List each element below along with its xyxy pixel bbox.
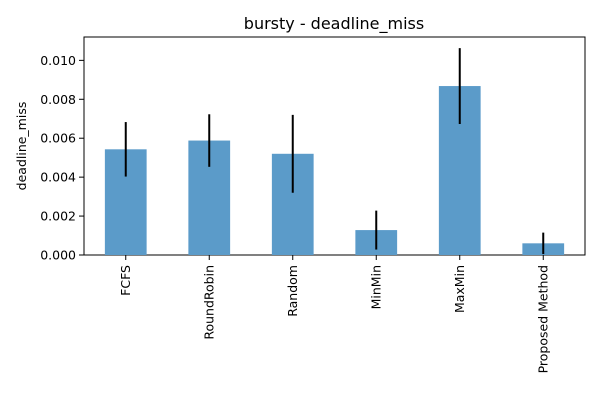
x-tick-label-3: MinMin	[368, 265, 383, 309]
y-axis-label: deadline_miss	[14, 102, 29, 191]
x-axis-ticks: FCFS RoundRobin Random MinMin MaxMin Proposed…	[118, 255, 550, 373]
chart-title: bursty - deadline_miss	[244, 14, 424, 34]
y-axis-ticks: 0.000 0.002 0.004 0.006 0.008 0.010	[40, 53, 84, 263]
y-tick-label-4: 0.008	[40, 92, 76, 107]
x-tick-label-0: FCFS	[118, 265, 133, 296]
y-tick-label-0: 0.000	[40, 248, 76, 263]
x-tick-label-4: MaxMin	[452, 265, 467, 313]
x-tick-label-1: RoundRobin	[201, 265, 216, 340]
error-bars-group	[124, 48, 545, 255]
y-tick-label-3: 0.006	[40, 131, 76, 146]
y-tick-label-5: 0.010	[40, 53, 76, 68]
plot-area	[83, 36, 586, 256]
plot-frame	[83, 36, 586, 256]
x-tick-label-2: Random	[285, 265, 300, 317]
bars-group	[104, 86, 565, 255]
y-tick-label-2: 0.004	[40, 170, 76, 185]
x-tick-label-5: Proposed Method	[535, 265, 550, 373]
y-tick-label-1: 0.002	[40, 209, 76, 224]
